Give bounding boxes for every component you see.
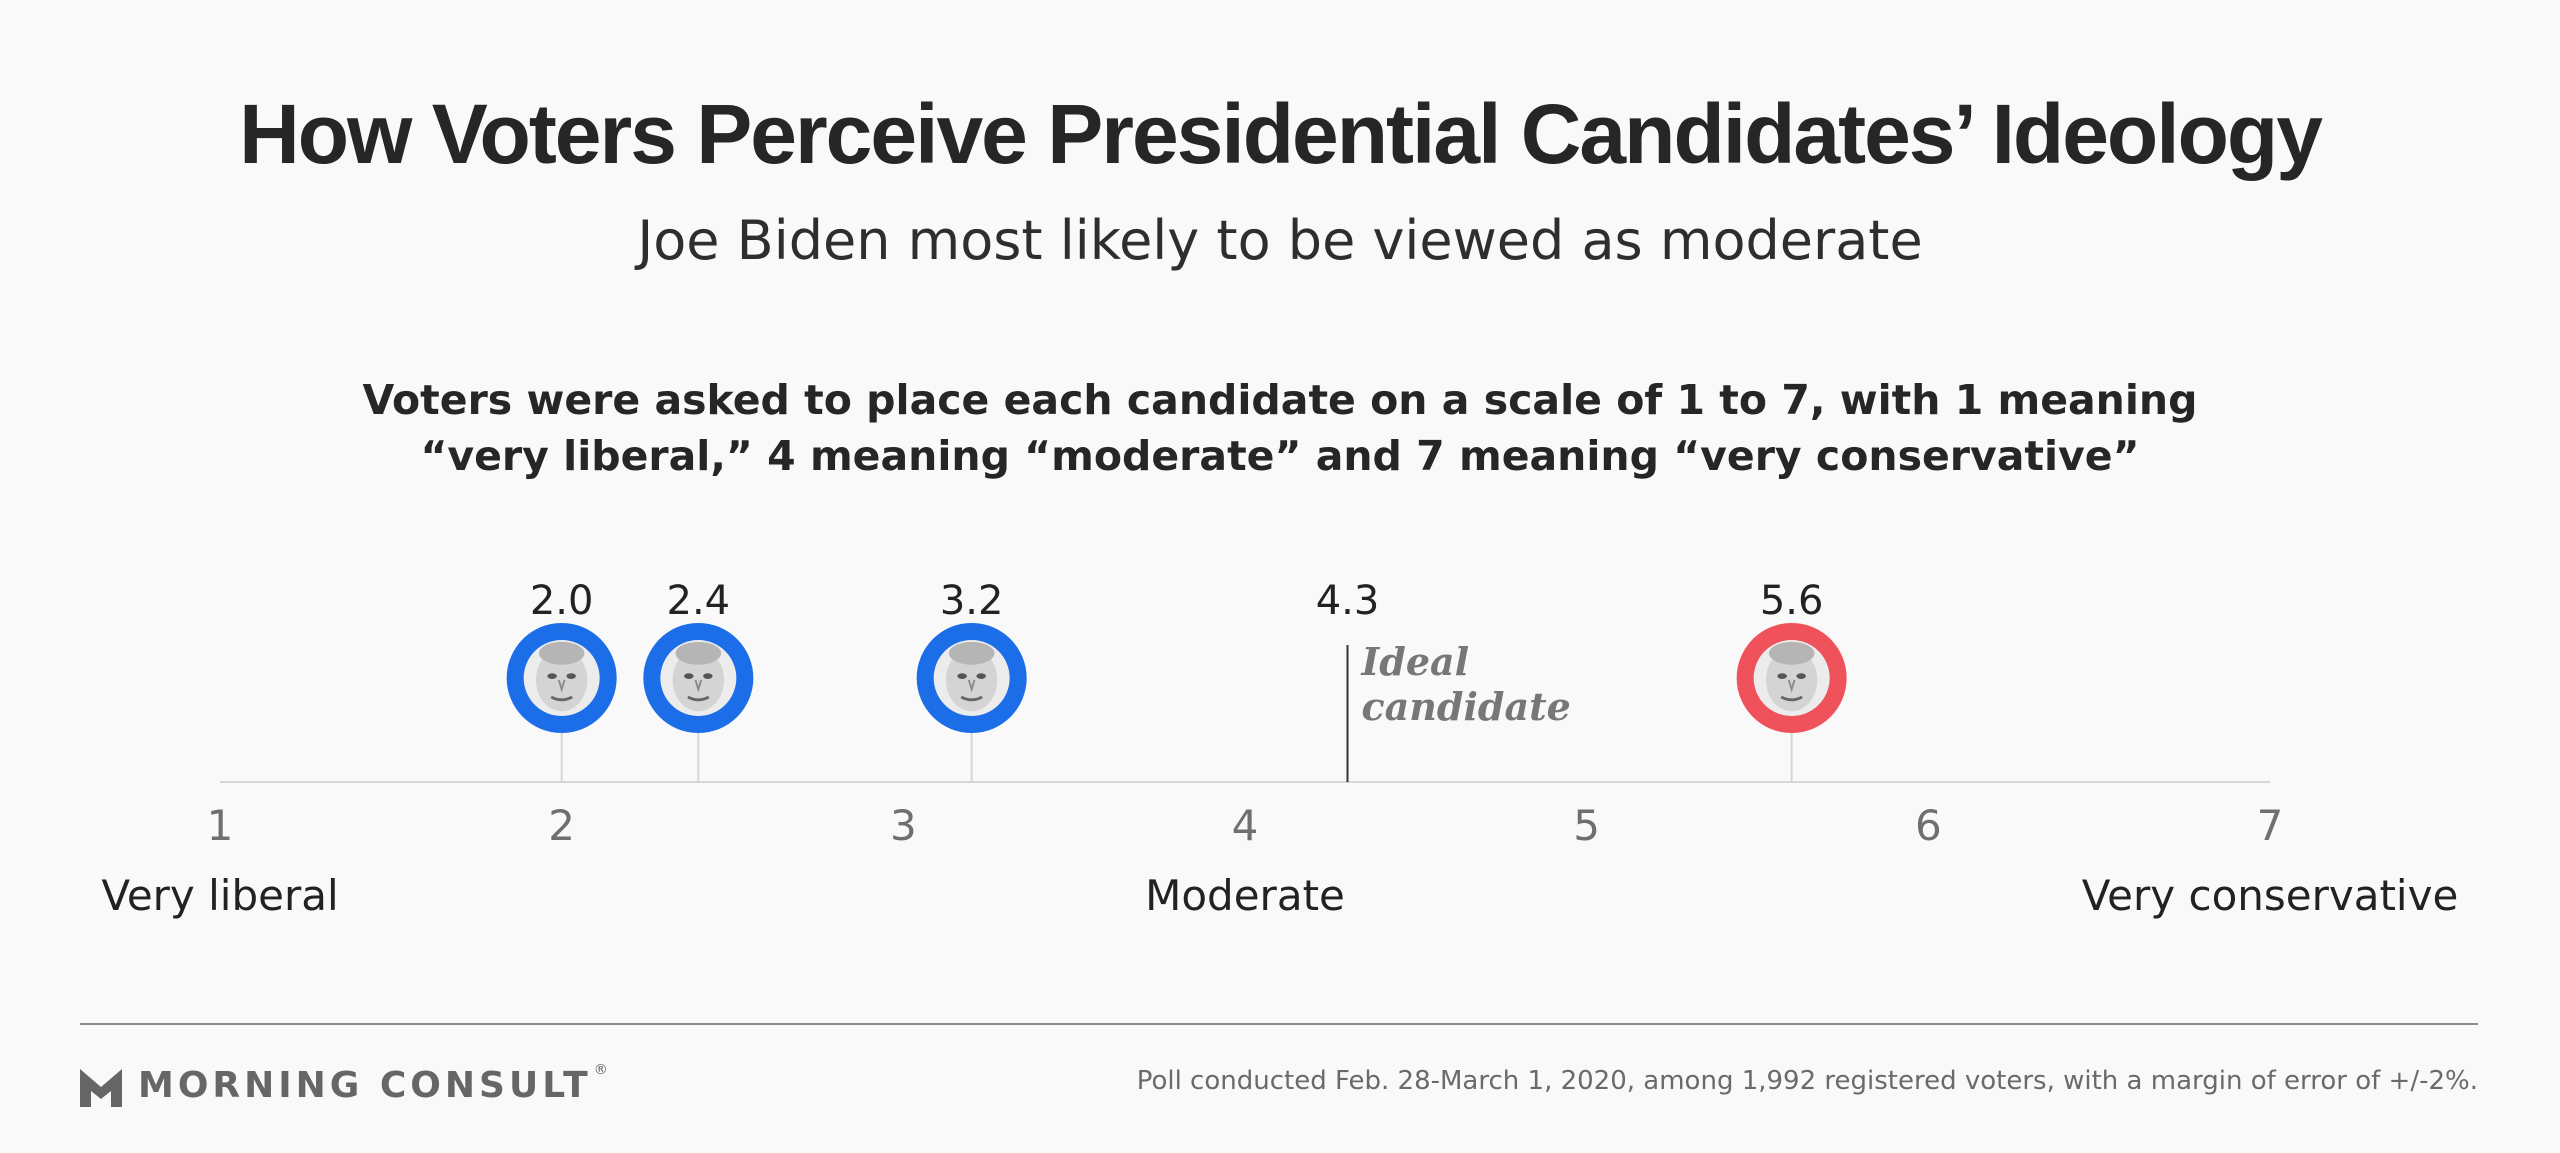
candidate-portrait-icon [671, 640, 726, 713]
tick-label-7: 7 [2257, 801, 2284, 850]
page-subtitle: Joe Biden most likely to be viewed as mo… [637, 209, 1923, 272]
logo-wordmark: MORNING CONSULT [138, 1065, 592, 1106]
scale-labels: Very liberal Moderate Very conservative [101, 871, 2458, 920]
candidate-point-2.0: 2.0 [506, 578, 617, 782]
tick-label-4: 4 [1232, 801, 1259, 850]
candidate-points: 2.0 2.4 3.2 5.6 [506, 578, 1847, 782]
candidate-point-5.6: 5.6 [1736, 578, 1847, 782]
ideal-candidate-text-line-2: candidate [1362, 684, 1571, 729]
morning-consult-logo-icon [80, 1069, 122, 1107]
candidate-portrait-icon [534, 640, 589, 713]
tick-label-6: 6 [1915, 801, 1942, 850]
tick-label-1: 1 [207, 801, 234, 850]
axis-ticks: 1 2 3 4 5 6 7 [207, 801, 2284, 850]
candidate-portrait-icon [1764, 640, 1819, 713]
candidate-point-2.4: 2.4 [643, 578, 754, 782]
candidate-point-3.2: 3.2 [916, 578, 1027, 782]
question-text-line-1: Voters were asked to place each candidat… [362, 376, 2198, 424]
tick-label-3: 3 [890, 801, 917, 850]
scale-label-moderate: Moderate [1145, 871, 1345, 920]
scale-label-very-liberal: Very liberal [101, 871, 338, 920]
footer-divider [80, 1023, 2478, 1025]
candidate-value-label: 3.2 [940, 578, 1004, 624]
ideal-candidate-value-label: 4.3 [1316, 578, 1380, 624]
page-title: How Voters Perceive Presidential Candida… [239, 87, 2323, 181]
logo-registered-mark: ® [593, 1062, 608, 1078]
scale-label-very-conservative: Very conservative [2082, 871, 2459, 920]
tick-label-5: 5 [1573, 801, 1600, 850]
question-text-line-2: “very liberal,” 4 meaning “moderate” and… [420, 432, 2140, 480]
poll-footnote: Poll conducted Feb. 28-March 1, 2020, am… [1136, 1066, 2478, 1096]
morning-consult-logo: MORNING CONSULT ® [80, 1062, 608, 1108]
candidate-value-label: 5.6 [1760, 578, 1824, 624]
candidate-portrait-icon [944, 640, 999, 713]
tick-label-2: 2 [548, 801, 575, 850]
candidate-value-label: 2.0 [530, 578, 594, 624]
ideology-scale-chart: 1 2 3 4 5 6 7 Very liberal Moderate Very conserv… [101, 578, 2458, 920]
candidate-value-label: 2.4 [667, 578, 731, 624]
ideal-candidate-text-line-1: Ideal [1361, 639, 1470, 684]
